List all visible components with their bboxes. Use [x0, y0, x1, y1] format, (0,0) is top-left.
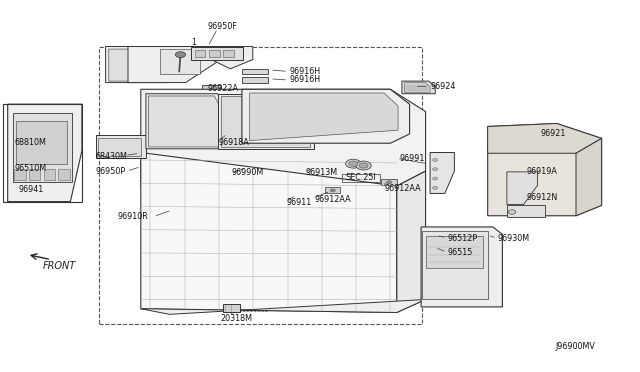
Polygon shape — [146, 94, 229, 149]
Circle shape — [433, 158, 438, 161]
Bar — [16, 121, 67, 164]
Circle shape — [359, 163, 368, 168]
Circle shape — [433, 168, 438, 171]
Text: 96912AA: 96912AA — [385, 185, 421, 193]
Circle shape — [356, 161, 371, 170]
Text: 96515: 96515 — [448, 248, 474, 257]
Polygon shape — [242, 69, 268, 74]
Polygon shape — [422, 231, 488, 299]
Bar — [3, 104, 82, 202]
Polygon shape — [221, 96, 310, 147]
Text: 96916H: 96916H — [290, 76, 321, 84]
Polygon shape — [426, 236, 483, 268]
Text: 96912N: 96912N — [526, 193, 557, 202]
Polygon shape — [488, 124, 602, 153]
Bar — [29, 169, 40, 180]
Bar — [195, 50, 205, 57]
Polygon shape — [488, 124, 602, 216]
Polygon shape — [160, 49, 200, 74]
Text: 96913M: 96913M — [306, 168, 338, 177]
Polygon shape — [202, 85, 221, 91]
Text: J96900MV: J96900MV — [556, 342, 595, 351]
Polygon shape — [191, 46, 243, 60]
Polygon shape — [507, 205, 545, 217]
Text: 20318M: 20318M — [221, 314, 253, 323]
Polygon shape — [204, 46, 253, 69]
Text: 96921: 96921 — [541, 129, 566, 138]
Circle shape — [433, 186, 438, 189]
Circle shape — [346, 159, 361, 168]
Polygon shape — [404, 83, 430, 92]
Circle shape — [387, 181, 392, 184]
Bar — [14, 169, 26, 180]
Text: 96919A: 96919A — [526, 167, 557, 176]
Polygon shape — [242, 77, 268, 83]
Polygon shape — [402, 81, 435, 94]
Text: 96922A: 96922A — [207, 84, 238, 93]
Text: 96930M: 96930M — [498, 234, 530, 243]
Text: 96941: 96941 — [18, 185, 44, 194]
Bar — [98, 138, 141, 156]
Text: 68430M: 68430M — [96, 152, 128, 161]
Polygon shape — [141, 153, 397, 312]
Polygon shape — [223, 304, 240, 312]
Text: 96910R: 96910R — [118, 212, 148, 221]
Polygon shape — [106, 46, 166, 83]
Text: FRONT: FRONT — [42, 261, 76, 271]
Polygon shape — [250, 93, 398, 141]
Text: 68810M: 68810M — [15, 138, 47, 147]
Circle shape — [330, 189, 335, 192]
Bar — [13, 113, 72, 182]
Polygon shape — [507, 172, 538, 205]
Polygon shape — [141, 299, 426, 314]
Polygon shape — [148, 96, 225, 147]
Text: 96512P: 96512P — [448, 234, 478, 243]
Bar — [96, 135, 146, 158]
Circle shape — [349, 161, 358, 166]
Text: 96991: 96991 — [399, 154, 425, 163]
Polygon shape — [8, 104, 82, 202]
Text: 1: 1 — [191, 38, 196, 47]
Bar — [44, 169, 55, 180]
Polygon shape — [576, 138, 602, 216]
Polygon shape — [430, 153, 454, 193]
Text: 96912AA: 96912AA — [315, 195, 351, 203]
Polygon shape — [218, 94, 314, 149]
Text: 96950P: 96950P — [96, 167, 126, 176]
Text: 96918A: 96918A — [219, 138, 250, 147]
Text: 96950F: 96950F — [208, 22, 237, 31]
Text: SEC.25I: SEC.25I — [346, 173, 376, 182]
Text: 96916H: 96916H — [290, 67, 321, 76]
Bar — [342, 174, 380, 182]
Text: 96510M: 96510M — [15, 164, 47, 173]
Circle shape — [175, 52, 186, 58]
Bar — [209, 50, 220, 57]
Polygon shape — [397, 171, 426, 312]
Text: 96911: 96911 — [286, 198, 311, 207]
Bar — [58, 169, 70, 180]
Text: 96990M: 96990M — [232, 168, 264, 177]
Text: 96924: 96924 — [430, 82, 456, 91]
Polygon shape — [381, 179, 397, 185]
Polygon shape — [109, 49, 160, 81]
Bar — [223, 50, 234, 57]
Polygon shape — [242, 89, 410, 143]
Circle shape — [433, 177, 438, 180]
Circle shape — [508, 210, 516, 214]
Polygon shape — [128, 46, 221, 83]
Polygon shape — [421, 227, 502, 307]
Polygon shape — [325, 187, 340, 193]
Polygon shape — [141, 89, 426, 186]
